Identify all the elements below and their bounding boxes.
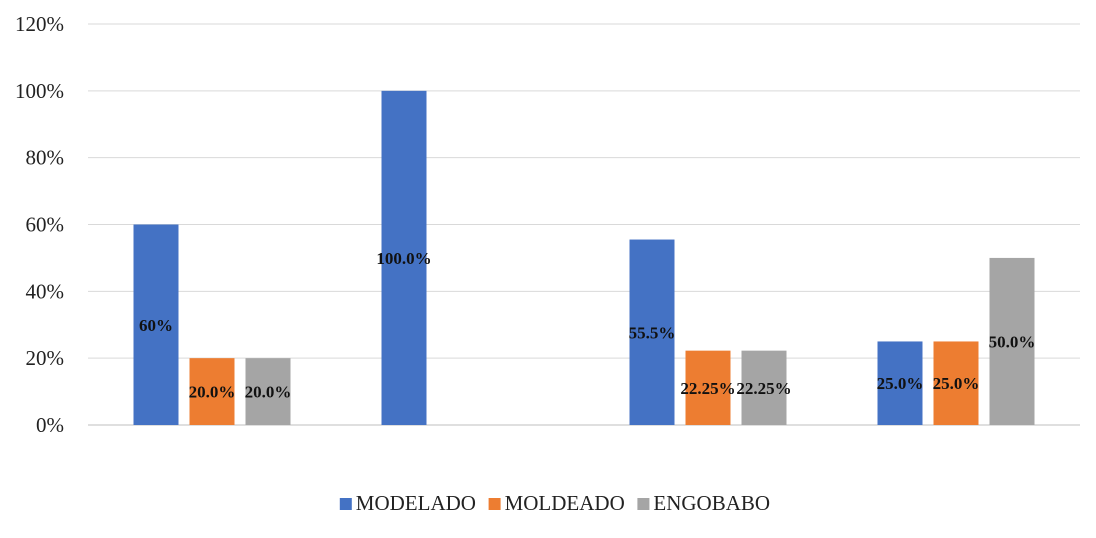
data-label: 100.0% xyxy=(376,249,431,268)
bar xyxy=(629,239,675,425)
y-tick-label: 100% xyxy=(15,79,64,103)
y-tick-label: 120% xyxy=(15,12,64,36)
bar xyxy=(989,257,1035,425)
data-label: 55.5% xyxy=(629,323,676,342)
legend: MODELADO MOLDEADO ENGOBABO xyxy=(339,491,770,515)
data-labels: 60% 100.0% 55.5% 25.0% 20.0% 22.25% 25.0% 20.0%… xyxy=(139,249,1035,402)
bars xyxy=(133,90,1035,425)
data-label: 20.0% xyxy=(245,383,292,402)
data-label: 25.0% xyxy=(933,374,980,393)
bar xyxy=(741,350,787,425)
y-tick-label: 40% xyxy=(26,279,65,303)
data-label: 22.25% xyxy=(680,379,735,398)
bar xyxy=(381,90,427,425)
bar xyxy=(933,341,979,425)
legend-label: MODELADO xyxy=(356,491,476,515)
bar xyxy=(133,224,179,425)
legend-label: MOLDEADO xyxy=(505,491,625,515)
bar xyxy=(245,358,291,425)
legend-swatch xyxy=(488,498,501,510)
legend-swatch xyxy=(339,498,352,510)
data-label: 25.0% xyxy=(877,374,924,393)
y-tick-label: 60% xyxy=(26,213,65,237)
data-label: 22.25% xyxy=(736,379,791,398)
y-tick-label: 80% xyxy=(26,146,65,170)
bar xyxy=(685,350,731,425)
data-label: 50.0% xyxy=(989,332,1036,351)
legend-swatch xyxy=(637,498,650,510)
y-tick-label: 0% xyxy=(36,413,64,437)
data-label: 20.0% xyxy=(189,383,236,402)
legend-label: ENGOBABO xyxy=(653,491,770,515)
bar xyxy=(877,341,923,425)
y-axis: 0% 20% 40% 60% 80% 100% 120% xyxy=(15,12,64,437)
data-label: 60% xyxy=(139,316,173,335)
bar xyxy=(189,358,235,425)
y-tick-label: 20% xyxy=(26,346,65,370)
gridlines xyxy=(88,23,1080,426)
